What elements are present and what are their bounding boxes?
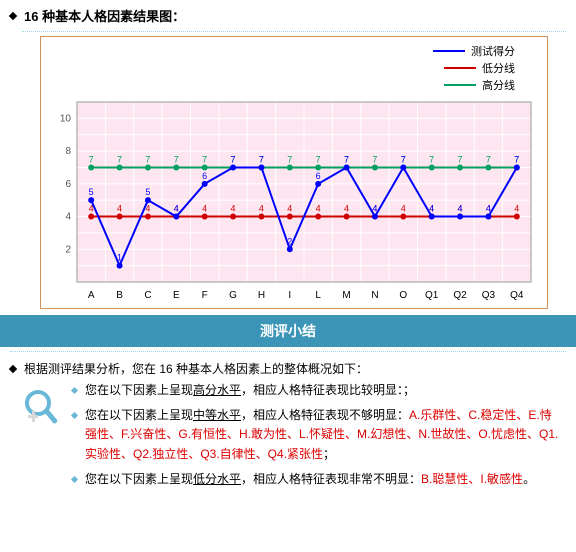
svg-text:7: 7 xyxy=(231,154,236,164)
bullet-high: 您在以下因素上呈现高分水平，相应人格特征表现比较明显：； xyxy=(72,381,562,400)
bullet-mid: 您在以下因素上呈现中等水平，相应人格特征表现不够明显：A.乐群性、C.稳定性、E… xyxy=(72,406,562,464)
svg-text:4: 4 xyxy=(287,204,292,214)
svg-text:Q1: Q1 xyxy=(425,290,439,301)
svg-text:7: 7 xyxy=(202,154,207,164)
svg-text:4: 4 xyxy=(202,204,207,214)
svg-text:4: 4 xyxy=(458,204,463,214)
svg-text:4: 4 xyxy=(372,204,377,214)
bullet-icon xyxy=(71,412,78,419)
svg-text:7: 7 xyxy=(401,154,406,164)
svg-text:4: 4 xyxy=(117,204,122,214)
svg-text:7: 7 xyxy=(458,154,463,164)
svg-text:4: 4 xyxy=(401,204,406,214)
svg-text:4: 4 xyxy=(429,204,434,214)
svg-text:H: H xyxy=(258,290,265,301)
svg-text:7: 7 xyxy=(89,154,94,164)
svg-text:7: 7 xyxy=(145,154,150,164)
legend-low-label: 低分线 xyxy=(482,60,515,76)
svg-text:7: 7 xyxy=(117,154,122,164)
legend-score-line xyxy=(433,50,465,52)
svg-text:M: M xyxy=(342,290,350,301)
legend-score-label: 测试得分 xyxy=(471,43,515,59)
svg-text:8: 8 xyxy=(65,146,71,157)
svg-text:G: G xyxy=(229,290,237,301)
chart-legend: 测试得分 低分线 高分线 xyxy=(43,39,545,96)
svg-text:7: 7 xyxy=(344,154,349,164)
svg-text:7: 7 xyxy=(287,154,292,164)
svg-text:5: 5 xyxy=(89,187,94,197)
svg-text:F: F xyxy=(202,290,208,301)
svg-text:O: O xyxy=(399,290,407,301)
chart-container: 测试得分 低分线 高分线 2 4 6 8 10 A B C E F G H I L M N O Q1 Q2 Q3 Q4 7… xyxy=(40,36,548,309)
magnifier-icon xyxy=(22,381,66,429)
svg-text:C: C xyxy=(144,290,151,301)
legend-high-label: 高分线 xyxy=(482,77,515,93)
svg-text:N: N xyxy=(371,290,378,301)
svg-text:7: 7 xyxy=(174,154,179,164)
svg-text:L: L xyxy=(315,290,321,301)
svg-text:7: 7 xyxy=(486,154,491,164)
svg-text:4: 4 xyxy=(486,204,491,214)
svg-text:A: A xyxy=(88,290,95,301)
svg-text:Q2: Q2 xyxy=(453,290,467,301)
bullet-icon xyxy=(71,387,78,394)
svg-text:7: 7 xyxy=(429,154,434,164)
bullet-low: 您在以下因素上呈现低分水平，相应人格特征表现非常不明显：B.聪慧性、I.敏感性。 xyxy=(72,470,562,489)
svg-text:I: I xyxy=(288,290,291,301)
intro-text: 根据测评结果分析，您在 16 种基本人格因素上的整体概况如下： xyxy=(24,360,368,377)
bullet-icon xyxy=(71,476,78,483)
svg-text:Q3: Q3 xyxy=(482,290,496,301)
divider xyxy=(22,31,566,32)
svg-text:6: 6 xyxy=(316,171,321,181)
svg-text:Q4: Q4 xyxy=(510,290,524,301)
divider-2 xyxy=(10,351,566,352)
svg-text:7: 7 xyxy=(259,154,264,164)
summary-title-band: 测评小结 xyxy=(0,315,576,347)
diamond-icon xyxy=(9,11,17,19)
svg-text:E: E xyxy=(173,290,180,301)
svg-text:7: 7 xyxy=(514,154,519,164)
svg-text:B: B xyxy=(116,290,123,301)
svg-text:4: 4 xyxy=(344,204,349,214)
svg-text:2: 2 xyxy=(65,244,71,255)
section-heading: 16 种基本人格因素结果图： xyxy=(0,0,576,29)
svg-text:10: 10 xyxy=(60,113,72,124)
svg-text:2: 2 xyxy=(287,236,292,246)
svg-text:4: 4 xyxy=(65,212,71,223)
bullet-low-text: 您在以下因素上呈现低分水平，相应人格特征表现非常不明显：B.聪慧性、I.敏感性。 xyxy=(85,470,535,489)
legend-high-line xyxy=(444,84,476,86)
svg-text:7: 7 xyxy=(372,154,377,164)
bullet-high-text: 您在以下因素上呈现高分水平，相应人格特征表现比较明显：； xyxy=(85,381,415,400)
svg-text:7: 7 xyxy=(316,154,321,164)
summary-title: 测评小结 xyxy=(260,323,316,339)
legend-low-line xyxy=(444,67,476,69)
svg-text:1: 1 xyxy=(117,253,122,263)
diamond-icon-2 xyxy=(9,364,17,372)
svg-text:4: 4 xyxy=(259,204,264,214)
svg-text:4: 4 xyxy=(514,204,519,214)
line-chart: 2 4 6 8 10 A B C E F G H I L M N O Q1 Q2 Q3 Q4 7 7 7 7 7 7 7 7 7 7 7 7 7 7… xyxy=(43,96,543,306)
svg-text:4: 4 xyxy=(231,204,236,214)
svg-text:6: 6 xyxy=(65,179,71,190)
svg-text:6: 6 xyxy=(202,171,207,181)
svg-text:5: 5 xyxy=(145,187,150,197)
bullet-mid-text: 您在以下因素上呈现中等水平，相应人格特征表现不够明显：A.乐群性、C.稳定性、E… xyxy=(85,406,562,464)
svg-text:4: 4 xyxy=(174,204,179,214)
svg-text:4: 4 xyxy=(316,204,321,214)
heading-text: 16 种基本人格因素结果图： xyxy=(24,6,185,25)
intro-row: 根据测评结果分析，您在 16 种基本人格因素上的整体概况如下： xyxy=(0,356,576,381)
